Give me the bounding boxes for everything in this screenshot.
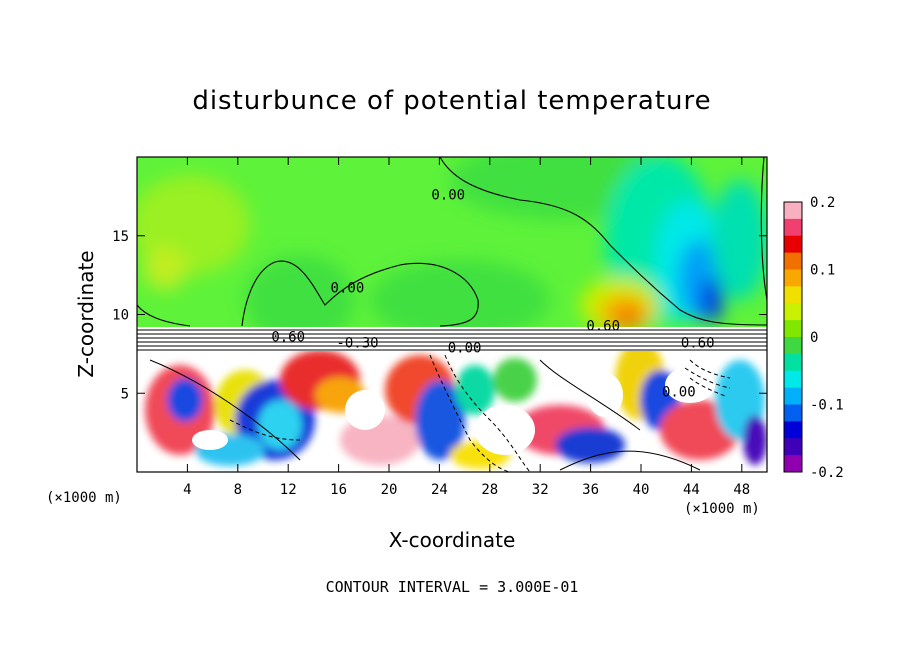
colorbar-tick-label: 0 <box>810 330 818 346</box>
colorbar-swatch <box>784 337 802 355</box>
colorbar-swatch <box>784 269 802 287</box>
contour-label: 0.60 <box>586 318 620 334</box>
x-axis-ticks: 4 8 12 16 20 24 28 32 36 40 44 48 <box>183 157 750 498</box>
colorbar-swatch <box>784 387 802 405</box>
x-axis-label: X-coordinate <box>388 528 516 552</box>
colorbar: 0.2 0.1 0 -0.1 -0.2 <box>783 195 844 481</box>
contour-label: 0.60 <box>681 336 715 352</box>
x-tick-label: 20 <box>381 482 398 498</box>
colorbar-tick-label: 0.2 <box>810 195 835 211</box>
colorbar-tick-label: -0.1 <box>810 398 844 414</box>
y-tick-label: 10 <box>112 308 129 324</box>
colorbar-swatch <box>784 421 802 439</box>
colorbar-frame <box>783 201 803 473</box>
colorbar-swatch <box>784 353 802 372</box>
x-tick-label: 24 <box>431 482 448 498</box>
y-tick-label: 5 <box>121 386 129 402</box>
x-tick-label: 36 <box>582 482 599 498</box>
x-unit-right: (×1000 m) <box>684 501 760 517</box>
chart-title: disturbunce of potential temperature <box>192 86 712 116</box>
y-axis-ticks: 5 10 15 <box>112 229 767 402</box>
x-tick-label: 12 <box>280 482 297 498</box>
y-axis-label: Z-coordinate <box>74 250 98 378</box>
colorbar-swatch <box>784 438 802 456</box>
contour-interval-note: CONTOUR INTERVAL = 3.000E-01 <box>325 578 579 596</box>
x-tick-label: 28 <box>481 482 498 498</box>
colorbar-tick-label: 0.1 <box>810 263 835 279</box>
colorbar-swatch <box>784 235 802 254</box>
heatmap-field <box>137 157 767 472</box>
contour-label: 0.00 <box>662 384 696 400</box>
colorbar-tick-label: -0.2 <box>810 465 844 481</box>
x-tick-label: 16 <box>330 482 347 498</box>
x-tick-label: 8 <box>234 482 242 498</box>
contour-label: 0.60 <box>271 329 305 345</box>
colorbar-swatch <box>784 286 802 304</box>
colorbar-swatch <box>784 252 802 270</box>
x-unit-left: (×1000 m) <box>46 490 122 506</box>
contour-label: 0.00 <box>448 340 482 356</box>
colorbar-swatch <box>784 370 802 389</box>
x-tick-label: 44 <box>683 482 700 498</box>
x-tick-label: 40 <box>633 482 650 498</box>
x-tick-label: 32 <box>532 482 549 498</box>
colorbar-swatch <box>784 202 802 220</box>
contour-label: 0.00 <box>431 188 465 204</box>
colorbar-swatch <box>784 455 802 473</box>
x-tick-label: 4 <box>183 482 191 498</box>
contour-label: -0.30 <box>336 336 378 352</box>
y-tick-label: 15 <box>112 229 129 245</box>
x-tick-label: 48 <box>733 482 750 498</box>
colorbar-swatch <box>784 303 802 321</box>
contour-label: 0.00 <box>331 280 365 296</box>
colorbar-swatch <box>784 320 802 338</box>
contour-labels: 0.00 0.00 0.60 0.60 -0.30 0.00 0.60 0.00 <box>271 188 714 401</box>
colorbar-swatch <box>784 404 802 422</box>
colorbar-swatch <box>784 218 802 237</box>
